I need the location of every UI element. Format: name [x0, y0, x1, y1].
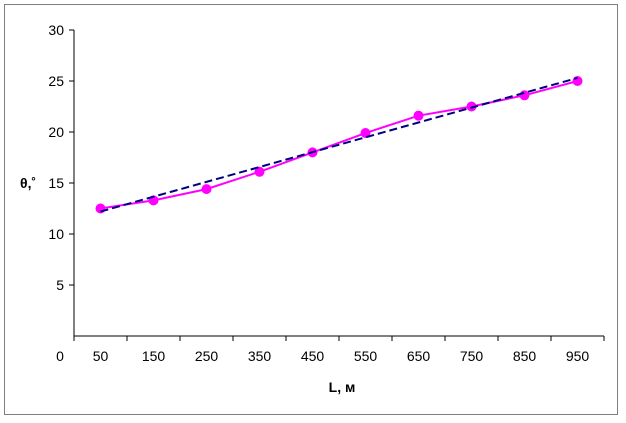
- chart-series: [95, 76, 583, 214]
- data-point: [201, 184, 212, 195]
- trend-line: [100, 76, 578, 213]
- x-tick-label: 550: [354, 348, 378, 364]
- x-tick-label: 350: [248, 348, 272, 364]
- y-tick-label: 25: [48, 73, 64, 89]
- x-tick-label: 450: [301, 348, 325, 364]
- tick-labels: 5 10 15 20 25 30 0 50 150 250 350 450 550 650 750 850 95…: [48, 22, 589, 364]
- data-point: [254, 166, 265, 177]
- y-tick-label: 15: [48, 175, 64, 191]
- x-tick-label: 950: [566, 348, 590, 364]
- y-tick-label: 30: [48, 22, 64, 38]
- x-tick-label: 650: [407, 348, 431, 364]
- chart-axes: [69, 29, 605, 341]
- data-point: [360, 128, 371, 139]
- y-axis-title: θ,˚: [20, 175, 36, 191]
- x-tick-label: 0: [56, 348, 64, 364]
- x-tick-label: 250: [195, 348, 219, 364]
- x-tick-label: 150: [142, 348, 166, 364]
- x-tick-label: 850: [513, 348, 537, 364]
- data-point: [519, 90, 530, 101]
- y-tick-label: 20: [48, 124, 64, 140]
- y-tick-label: 5: [56, 277, 64, 293]
- y-tick-label: 10: [48, 226, 64, 242]
- x-tick-label: 750: [460, 348, 484, 364]
- x-axis-title: L, м: [329, 379, 356, 395]
- data-point: [413, 110, 424, 121]
- x-tick-label: 50: [93, 348, 109, 364]
